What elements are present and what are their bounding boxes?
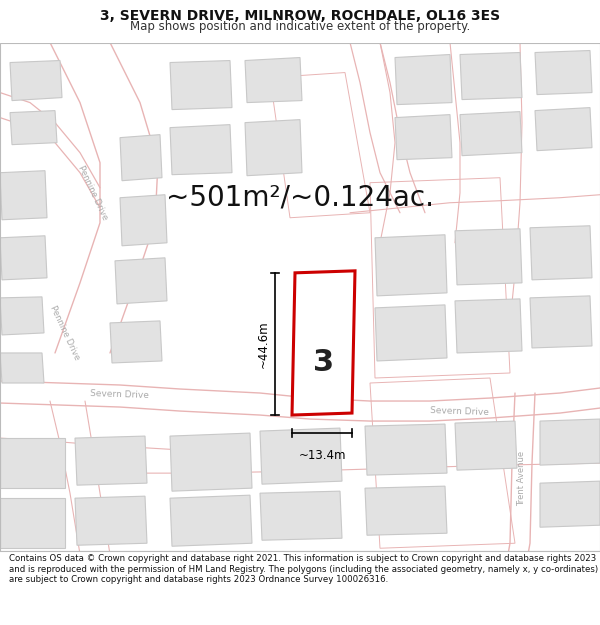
- Polygon shape: [115, 258, 167, 304]
- Polygon shape: [530, 226, 592, 280]
- Polygon shape: [120, 195, 167, 246]
- Polygon shape: [245, 58, 302, 102]
- Polygon shape: [170, 124, 232, 175]
- Polygon shape: [260, 491, 342, 540]
- Polygon shape: [365, 486, 447, 535]
- Polygon shape: [460, 112, 522, 156]
- Polygon shape: [535, 51, 592, 94]
- Polygon shape: [75, 436, 147, 485]
- Polygon shape: [75, 496, 147, 545]
- Polygon shape: [375, 235, 447, 296]
- Text: ~13.4m: ~13.4m: [298, 449, 346, 462]
- Polygon shape: [455, 299, 522, 353]
- Polygon shape: [260, 428, 342, 484]
- Polygon shape: [540, 419, 600, 465]
- Polygon shape: [0, 353, 44, 383]
- Polygon shape: [455, 421, 517, 470]
- Text: ~44.6m: ~44.6m: [257, 320, 270, 368]
- Polygon shape: [0, 171, 47, 220]
- Text: ~501m²/~0.124ac.: ~501m²/~0.124ac.: [166, 184, 434, 212]
- Text: Contains OS data © Crown copyright and database right 2021. This information is : Contains OS data © Crown copyright and d…: [9, 554, 598, 584]
- Polygon shape: [170, 433, 252, 491]
- Text: Severn Drive: Severn Drive: [430, 406, 490, 417]
- Polygon shape: [365, 424, 447, 475]
- Text: Trent Avenue: Trent Avenue: [517, 451, 527, 506]
- Polygon shape: [395, 114, 452, 159]
- Text: Map shows position and indicative extent of the property.: Map shows position and indicative extent…: [130, 20, 470, 33]
- Text: Pennine Drive: Pennine Drive: [76, 164, 110, 221]
- Polygon shape: [460, 52, 522, 99]
- Polygon shape: [170, 495, 252, 546]
- Polygon shape: [0, 236, 47, 280]
- Polygon shape: [455, 229, 522, 285]
- Polygon shape: [110, 321, 162, 363]
- Polygon shape: [395, 54, 452, 104]
- Polygon shape: [10, 111, 57, 144]
- Text: Pennine Drive: Pennine Drive: [49, 304, 82, 362]
- Polygon shape: [530, 296, 592, 348]
- Polygon shape: [375, 305, 447, 361]
- Polygon shape: [292, 271, 355, 415]
- Polygon shape: [10, 61, 62, 101]
- Text: 3, SEVERN DRIVE, MILNROW, ROCHDALE, OL16 3ES: 3, SEVERN DRIVE, MILNROW, ROCHDALE, OL16…: [100, 9, 500, 23]
- Polygon shape: [535, 107, 592, 151]
- Polygon shape: [0, 297, 44, 335]
- Polygon shape: [170, 61, 232, 109]
- Polygon shape: [0, 438, 65, 488]
- Text: 3: 3: [313, 349, 334, 378]
- Polygon shape: [0, 498, 65, 548]
- Text: Severn Drive: Severn Drive: [91, 389, 149, 401]
- Polygon shape: [540, 481, 600, 528]
- Polygon shape: [120, 134, 162, 181]
- Polygon shape: [245, 119, 302, 176]
